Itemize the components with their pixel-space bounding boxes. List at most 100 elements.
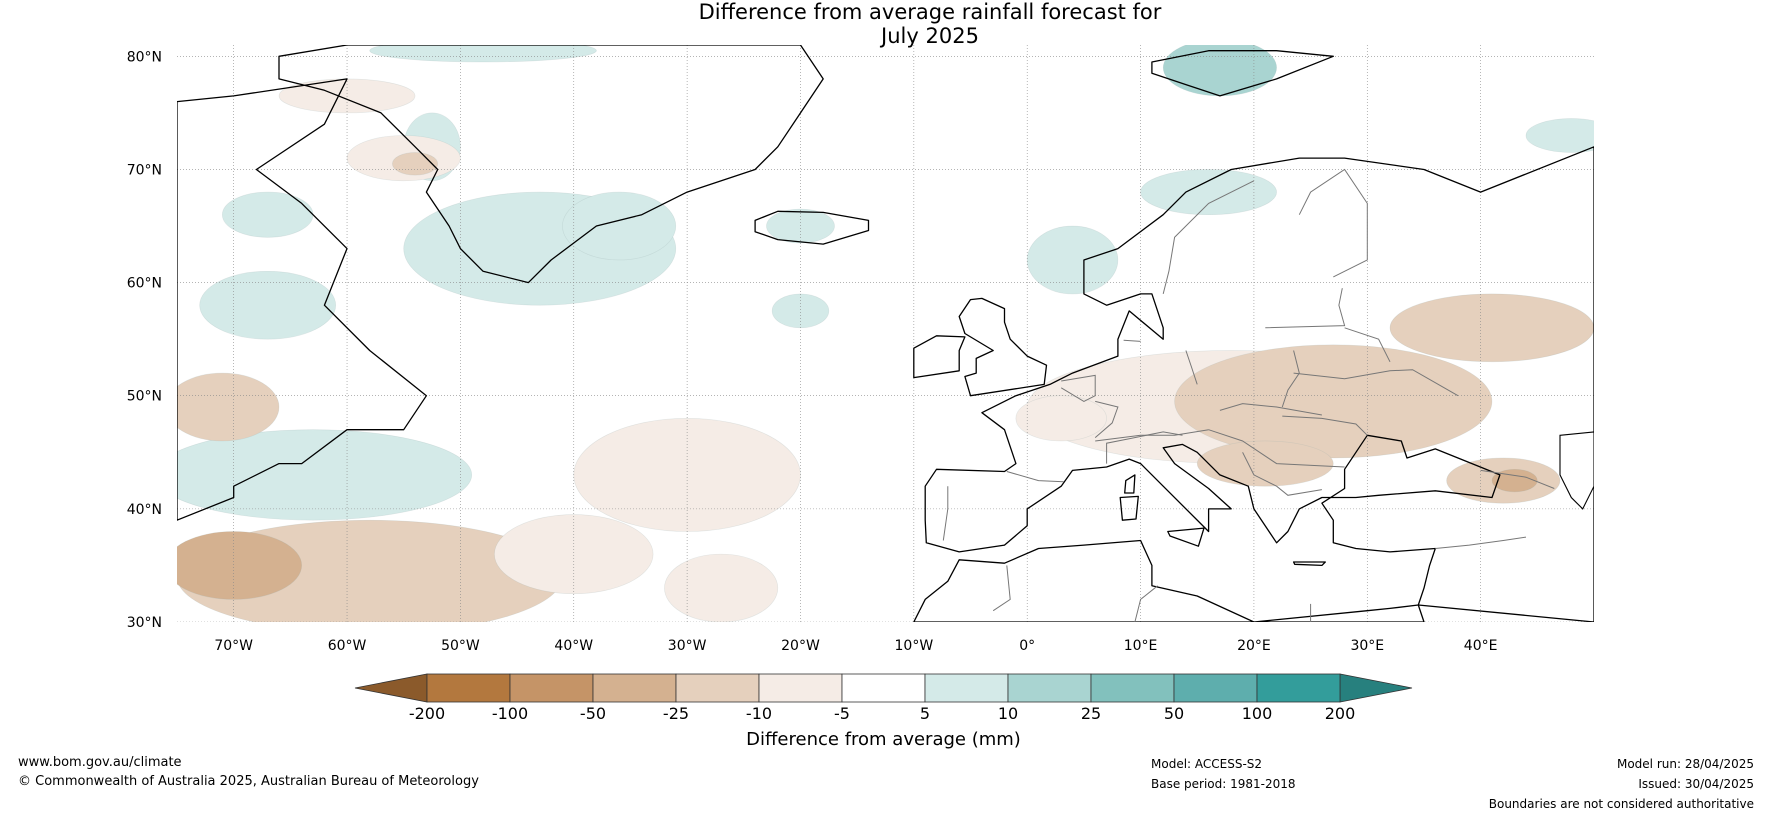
coastlines: [177, 45, 1594, 622]
lon-tick-label: 20°E: [1237, 638, 1271, 654]
coastline-great-britain: [958, 297, 1048, 397]
anomaly-layer: [177, 45, 1594, 622]
lon-tick-label: 70°W: [214, 638, 253, 654]
lon-tick-label: 60°W: [328, 638, 367, 654]
colorbar-tick-label: -25: [663, 704, 689, 723]
lat-tick-label: 60°N: [127, 276, 162, 292]
anomaly-norway-coast-wet: [1140, 169, 1277, 216]
border-finland: [1298, 168, 1368, 278]
lake-caspian-sea: [1559, 431, 1594, 510]
colorbar-tick-label: 25: [1081, 704, 1101, 723]
border-caucasus-border: [1480, 469, 1555, 489]
anomaly-bay-of-biscay-dry: [1015, 395, 1107, 442]
border-morocco-algeria: [992, 565, 1011, 612]
colorbar-tick-label: 200: [1325, 704, 1356, 723]
title-line-2: July 2025: [881, 24, 979, 48]
model-run-date: Model run: 28/04/2025: [1616, 757, 1754, 771]
border-russia-belarus: [1344, 327, 1391, 363]
colorbar-tick-label: 50: [1164, 704, 1184, 723]
colorbar-segment: [675, 673, 760, 703]
border-denmark-germany: [1123, 339, 1141, 342]
anomaly-balkans-dry: [1196, 440, 1334, 487]
coastline-svalbard: [1151, 50, 1334, 97]
coastline-iceland: [754, 210, 870, 245]
lat-tick-label: 80°N: [127, 49, 162, 65]
anomaly-canaries-dry: [664, 553, 779, 622]
website-link[interactable]: www.bom.gov.au/climate: [18, 755, 182, 770]
lon-tick-label: 10°W: [895, 638, 934, 654]
lon-tick-label: 50°W: [441, 638, 480, 654]
coastline-ireland: [913, 335, 966, 379]
colorbar-tick-label: -5: [834, 704, 850, 723]
coastline-africa: [913, 539, 1425, 622]
colorbar-segment: [592, 673, 677, 703]
lat-tick-label: 40°N: [127, 502, 162, 518]
lon-tick-label: 10°E: [1124, 638, 1158, 654]
anomaly-central-europe-dry: [1174, 344, 1493, 459]
colorbar-segment: [426, 673, 511, 703]
colorbar-tick-label: -200: [409, 704, 445, 723]
lon-tick-label: 30°E: [1350, 638, 1384, 654]
border-ukraine-south: [1282, 415, 1368, 436]
anomaly-barents-wet: [1525, 118, 1594, 153]
colorbar-segment: [1007, 673, 1092, 703]
lon-tick-label: 30°W: [668, 638, 707, 654]
border-spain-portugal: [942, 486, 949, 541]
colorbar-tick-label: 100: [1242, 704, 1273, 723]
anomaly-labrador-wet: [199, 270, 337, 340]
anomaly-svalbard-wet: [1162, 45, 1277, 97]
anomaly-atlantic-north-wet: [771, 293, 830, 329]
colorbar-segment: [924, 673, 1009, 703]
border-turkey-syria: [1435, 536, 1527, 549]
coastline-eurasia: [924, 146, 1594, 622]
anomaly-azores-dry: [494, 514, 654, 595]
anomaly-carolina-dry-core: [177, 531, 302, 600]
colorbar-segment: [841, 673, 926, 703]
lat-tick-label: 30°N: [127, 615, 162, 631]
coastline-sardinia: [1119, 495, 1139, 521]
border-carpathians: [1219, 403, 1322, 416]
border-algeria-libya: [1134, 585, 1158, 622]
anomaly-baffin-dry-core: [392, 152, 439, 176]
anomaly-greenland-north-wet: [369, 45, 597, 63]
colorbar-extend-high: [1339, 673, 1413, 703]
copyright-text: © Commonwealth of Australia 2025, Austra…: [18, 774, 479, 789]
lon-tick-label: 40°W: [554, 638, 593, 654]
anomaly-greenland-east-wet: [562, 191, 677, 261]
anomaly-norwegian-sea-wet: [1026, 225, 1119, 295]
boundary-disclaimer: Boundaries are not considered authoritat…: [1488, 797, 1754, 811]
border-germany-poland: [1185, 350, 1198, 385]
colorbar-title: Difference from average (mm): [746, 729, 1021, 750]
lat-tick-label: 50°N: [127, 389, 162, 405]
anomaly-iceland-wet: [766, 208, 835, 244]
border-baltics: [1265, 288, 1346, 329]
border-france-germany: [1094, 400, 1119, 438]
border-poland-east: [1281, 350, 1300, 408]
colorbar-tick-label: 5: [920, 704, 930, 723]
lon-tick-label: 0°: [1019, 638, 1035, 654]
country-borders: [942, 168, 1555, 622]
lon-tick-label: 40°E: [1464, 638, 1498, 654]
colorbar-extend-low: [354, 673, 428, 703]
colorbar-tick-label: 10: [998, 704, 1018, 723]
colorbar: -200 -100 -50 -25 -10 -5 5 10 25 50 100 200 Differen…: [354, 673, 1413, 750]
colorbar-tick-label: -10: [746, 704, 772, 723]
coastline-sicily: [1167, 527, 1205, 547]
border-sweden-norway: [1162, 180, 1255, 295]
coastline-crete: [1292, 561, 1326, 567]
border-danube: [1208, 429, 1345, 468]
colorbar-segment: [1256, 673, 1341, 703]
coastline-corsica: [1124, 474, 1136, 494]
map-title: Difference from average rainfall forecas…: [0, 0, 1770, 48]
base-period: Base period: 1981-2018: [1151, 777, 1296, 791]
colorbar-segment: [1090, 673, 1175, 703]
anomaly-nova-scotia-light-wet: [177, 429, 472, 521]
coastline-greenland: [278, 45, 824, 284]
colorbar-tick-label: -100: [492, 704, 528, 723]
border-benelux: [1060, 374, 1096, 402]
anomaly-russia-dry: [1389, 293, 1594, 363]
border-italy-border: [1106, 431, 1183, 464]
border-pyrenees: [1006, 471, 1064, 483]
lat-tick-label: 70°N: [127, 162, 162, 178]
